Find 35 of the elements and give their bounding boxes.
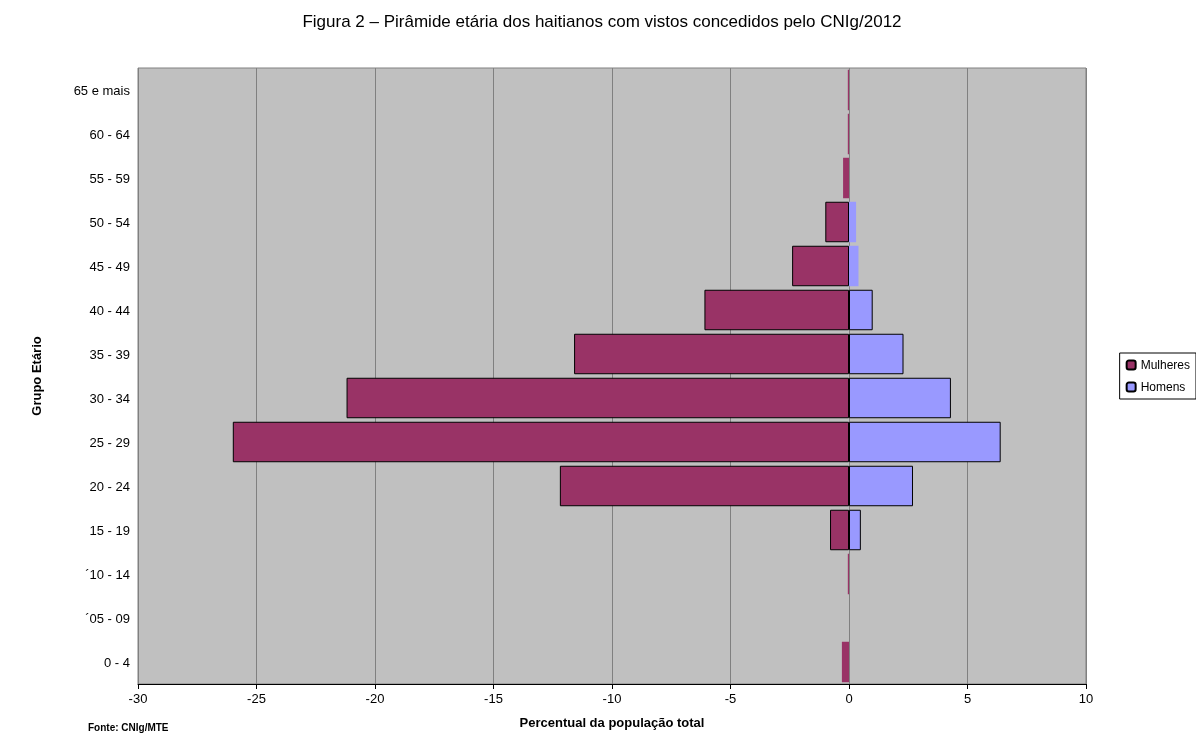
- y-tick-label: 50 - 54: [89, 214, 130, 230]
- y-tick-label: 45 - 49: [89, 258, 130, 274]
- x-axis-title: Percentual da população total: [519, 715, 705, 730]
- y-tick-label: 35 - 39: [89, 346, 130, 362]
- legend-label: Homens: [1140, 380, 1186, 394]
- x-tick-label: 10: [1078, 691, 1094, 706]
- bar: [841, 641, 849, 683]
- y-tick-label: 30 - 34: [89, 390, 130, 406]
- y-tick-label: 55 - 59: [89, 170, 130, 186]
- y-tick-label: 25 - 29: [89, 434, 130, 450]
- x-tick-label: 0: [845, 691, 853, 706]
- x-tick-label: -15: [484, 691, 503, 706]
- y-tick-label: 0 - 4: [103, 654, 130, 670]
- y-tick-label: 20 - 24: [89, 478, 130, 494]
- y-tick-label: 15 - 19: [89, 522, 130, 538]
- legend-label: Mulheres: [1140, 358, 1191, 372]
- x-tick-label: -25: [247, 691, 266, 706]
- y-tick-label: 65 e mais: [73, 82, 131, 98]
- x-tick-label: -30: [128, 691, 148, 706]
- bar: [825, 201, 849, 243]
- bar: [849, 201, 857, 243]
- x-tick-label: -20: [365, 691, 385, 706]
- y-tick-label: 60 - 64: [89, 126, 130, 142]
- y-axis-title: Grupo Etário: [29, 336, 44, 416]
- bar: [792, 245, 849, 287]
- y-tick-label: ´05 - 09: [85, 610, 130, 626]
- y-tick-label: 40 - 44: [89, 302, 130, 318]
- x-tick-label: -10: [602, 691, 622, 706]
- source-note: Fonte: CNIg/MTE: [88, 721, 169, 733]
- bar: [849, 245, 859, 287]
- x-tick-label: 5: [963, 691, 972, 706]
- bar: [843, 157, 849, 199]
- x-tick-label: -5: [724, 691, 737, 706]
- chart-title: Figura 2 – Pirâmide etária dos haitianos com vistos concedidos pelo CNIg/2012: [302, 12, 902, 31]
- y-tick-label: ´10 - 14: [85, 566, 130, 582]
